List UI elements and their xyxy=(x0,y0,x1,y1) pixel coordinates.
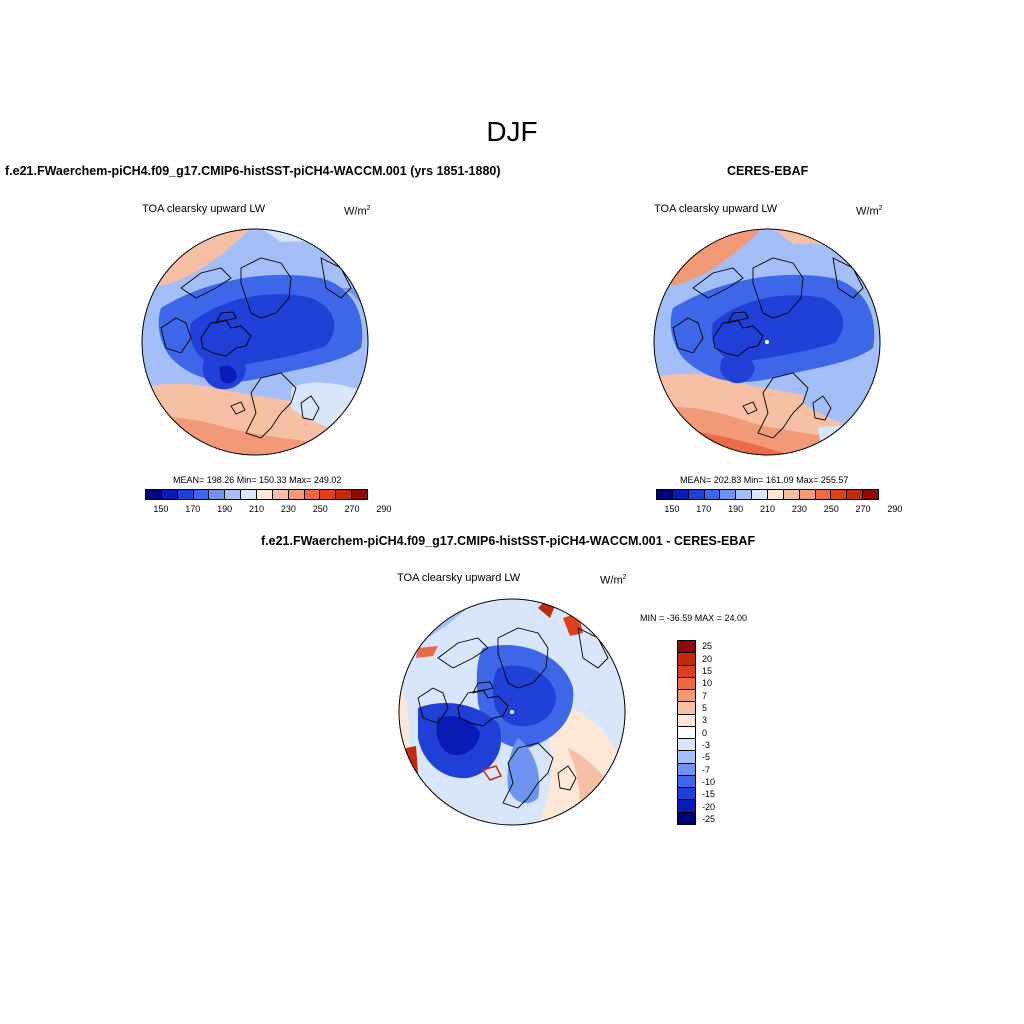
obs-polar-map xyxy=(653,228,881,456)
colorbar-tick-label: 290 xyxy=(887,504,903,514)
model-units: W/m2 xyxy=(344,205,371,218)
colorbar-swatch xyxy=(272,490,289,499)
colorbar-swatch xyxy=(831,490,848,499)
colorbar-swatch xyxy=(678,690,695,703)
colorbar-tick-label: 290 xyxy=(376,504,392,514)
figure-title: DJF xyxy=(486,116,538,147)
colorbar-swatch xyxy=(768,490,784,499)
colorbar-tick-label: -7 xyxy=(702,764,711,775)
colorbar-swatch xyxy=(161,490,178,499)
colorbar-swatch xyxy=(783,490,800,499)
colorbar-swatch xyxy=(657,490,673,499)
colorbar-swatch xyxy=(678,677,695,691)
colorbar-swatch xyxy=(720,490,737,499)
obs-units: W/m2 xyxy=(856,205,883,218)
model-stats: MEAN= 198.26 Min= 150.33 Max= 249.02 xyxy=(173,475,342,485)
model-polar-map xyxy=(141,228,369,456)
model-colorbar-ticks: 150 170 190 210 230 250 270 290 xyxy=(145,504,391,518)
colorbar-tick-label: 170 xyxy=(185,504,201,514)
colorbar-swatch xyxy=(678,702,695,715)
model-colorbar xyxy=(145,489,368,500)
diff-variable-label: TOA clearsky upward LW xyxy=(397,572,521,584)
colorbar-tick-label: -3 xyxy=(702,739,711,750)
colorbar-tick-label: 10 xyxy=(702,678,713,689)
diff-case-title: f.e21.FWaerchem-piCH4.f09_g17.CMIP6-hist… xyxy=(261,534,756,548)
colorbar-tick-label: 250 xyxy=(312,504,328,514)
colorbar-tick-label: -5 xyxy=(702,752,711,763)
colorbar-swatch xyxy=(678,653,695,666)
colorbar-tick-label: 20 xyxy=(702,653,713,664)
obs-stats: MEAN= 202.83 Min= 161.09 Max= 255.57 xyxy=(680,475,849,485)
colorbar-swatch xyxy=(815,490,832,499)
colorbar-swatch xyxy=(752,490,769,499)
colorbar-swatch xyxy=(736,490,753,499)
colorbar-swatch xyxy=(678,665,695,678)
colorbar-swatch xyxy=(241,490,258,499)
diff-colorbar xyxy=(677,640,696,825)
model-variable-label: TOA clearsky upward LW xyxy=(142,203,266,215)
colorbar-tick-label: 270 xyxy=(855,504,871,514)
colorbar-swatch xyxy=(678,812,695,824)
colorbar-swatch xyxy=(678,726,695,740)
colorbar-tick-label: 150 xyxy=(153,504,169,514)
colorbar-tick-label: 150 xyxy=(664,504,680,514)
colorbar-tick-label: 170 xyxy=(696,504,712,514)
colorbar-swatch xyxy=(678,800,695,813)
colorbar-swatch xyxy=(847,490,864,499)
obs-colorbar xyxy=(656,489,879,500)
colorbar-tick-label: 0 xyxy=(702,727,708,738)
colorbar-tick-label: 190 xyxy=(217,504,233,514)
colorbar-swatch xyxy=(225,490,242,499)
colorbar-tick-label: 190 xyxy=(728,504,744,514)
diff-units: W/m2 xyxy=(600,574,627,587)
colorbar-tick-label: -10 xyxy=(702,776,716,787)
obs-case-title: CERES-EBAF xyxy=(727,164,809,178)
colorbar-tick-label: 210 xyxy=(248,504,265,514)
colorbar-tick-label: 230 xyxy=(280,504,296,514)
diff-colorbar-ticks: 25 20 15 10 7 5 3 0 -3 -5 -7 -10 -15 -20 -25 xyxy=(702,640,742,825)
model-case-title: f.e21.FWaerchem-piCH4.f09_g17.CMIP6-hist… xyxy=(5,164,501,178)
colorbar-tick-label: 5 xyxy=(702,702,708,713)
obs-colorbar-ticks: 150 170 190 210 230 250 270 290 xyxy=(656,504,902,518)
colorbar-tick-label: -25 xyxy=(702,813,716,824)
colorbar-tick-label: 270 xyxy=(344,504,360,514)
colorbar-swatch xyxy=(320,490,337,499)
colorbar-tick-label: 7 xyxy=(702,690,708,701)
colorbar-swatch xyxy=(678,751,695,764)
colorbar-swatch xyxy=(336,490,353,499)
colorbar-swatch xyxy=(257,490,273,499)
colorbar-swatch xyxy=(678,763,695,776)
colorbar-tick-label: 15 xyxy=(702,665,713,676)
colorbar-swatch xyxy=(209,490,226,499)
colorbar-tick-label: 25 xyxy=(702,641,713,652)
colorbar-tick-label: -20 xyxy=(702,801,716,812)
colorbar-swatch xyxy=(704,490,721,499)
colorbar-swatch xyxy=(688,490,705,499)
colorbar-swatch xyxy=(678,739,695,752)
colorbar-swatch xyxy=(193,490,210,499)
colorbar-swatch xyxy=(288,490,305,499)
colorbar-swatch xyxy=(146,490,162,499)
colorbar-swatch xyxy=(304,490,321,499)
obs-variable-label: TOA clearsky upward LW xyxy=(654,203,778,215)
colorbar-swatch xyxy=(177,490,194,499)
diff-stats: MIN = -36.59 MAX = 24.00 xyxy=(640,613,748,623)
colorbar-swatch xyxy=(678,775,695,789)
colorbar-swatch xyxy=(799,490,816,499)
colorbar-swatch xyxy=(678,714,695,727)
colorbar-swatch xyxy=(863,490,879,499)
diff-polar-map xyxy=(398,598,626,826)
colorbar-tick-label: 3 xyxy=(702,715,708,726)
colorbar-tick-label: 250 xyxy=(823,504,839,514)
colorbar-tick-label: 230 xyxy=(791,504,807,514)
colorbar-swatch xyxy=(352,490,368,499)
colorbar-tick-label: -15 xyxy=(702,789,716,800)
colorbar-swatch xyxy=(678,788,695,801)
colorbar-swatch xyxy=(678,641,695,654)
colorbar-swatch xyxy=(672,490,689,499)
colorbar-tick-label: 210 xyxy=(759,504,776,514)
